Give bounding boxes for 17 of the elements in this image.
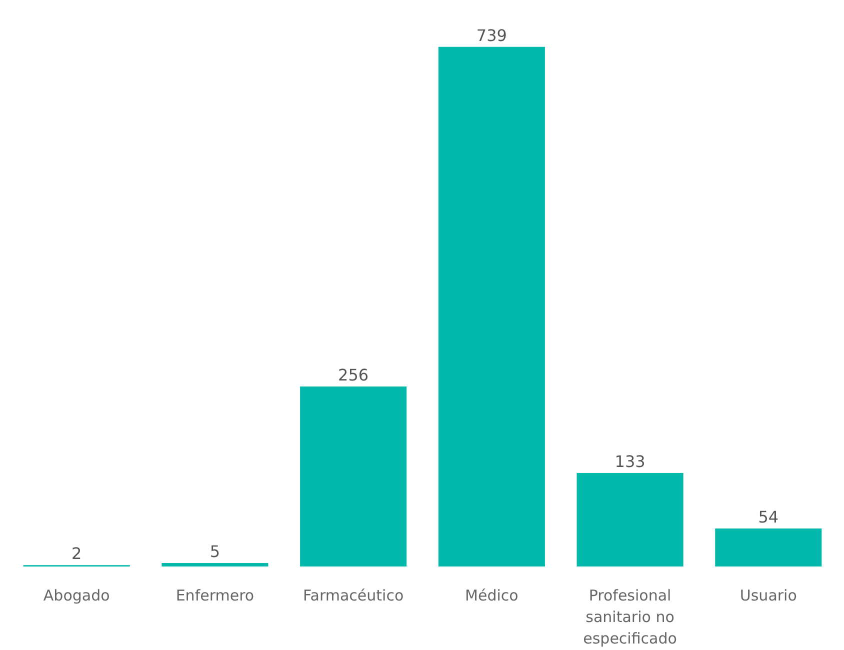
data-label: 5 bbox=[210, 542, 220, 561]
x-tick-label: Enfermero bbox=[176, 586, 254, 604]
bar bbox=[576, 472, 684, 566]
x-tick-label: Profesional sanitario no especificado bbox=[583, 586, 677, 648]
data-label: 133 bbox=[614, 452, 646, 471]
bar bbox=[300, 386, 407, 566]
bar bbox=[438, 46, 545, 566]
data-label: 2 bbox=[72, 544, 82, 564]
x-tick-label: Usuario bbox=[740, 586, 797, 604]
data-label: 256 bbox=[338, 365, 369, 384]
x-tick-label: Abogado bbox=[43, 586, 110, 604]
data-label: 739 bbox=[476, 26, 507, 45]
bar bbox=[715, 528, 822, 566]
x-tick-label: Médico bbox=[465, 586, 518, 604]
data-label: 54 bbox=[758, 508, 779, 527]
x-tick-label: Farmacéutico bbox=[303, 586, 404, 604]
bar bbox=[162, 562, 268, 566]
